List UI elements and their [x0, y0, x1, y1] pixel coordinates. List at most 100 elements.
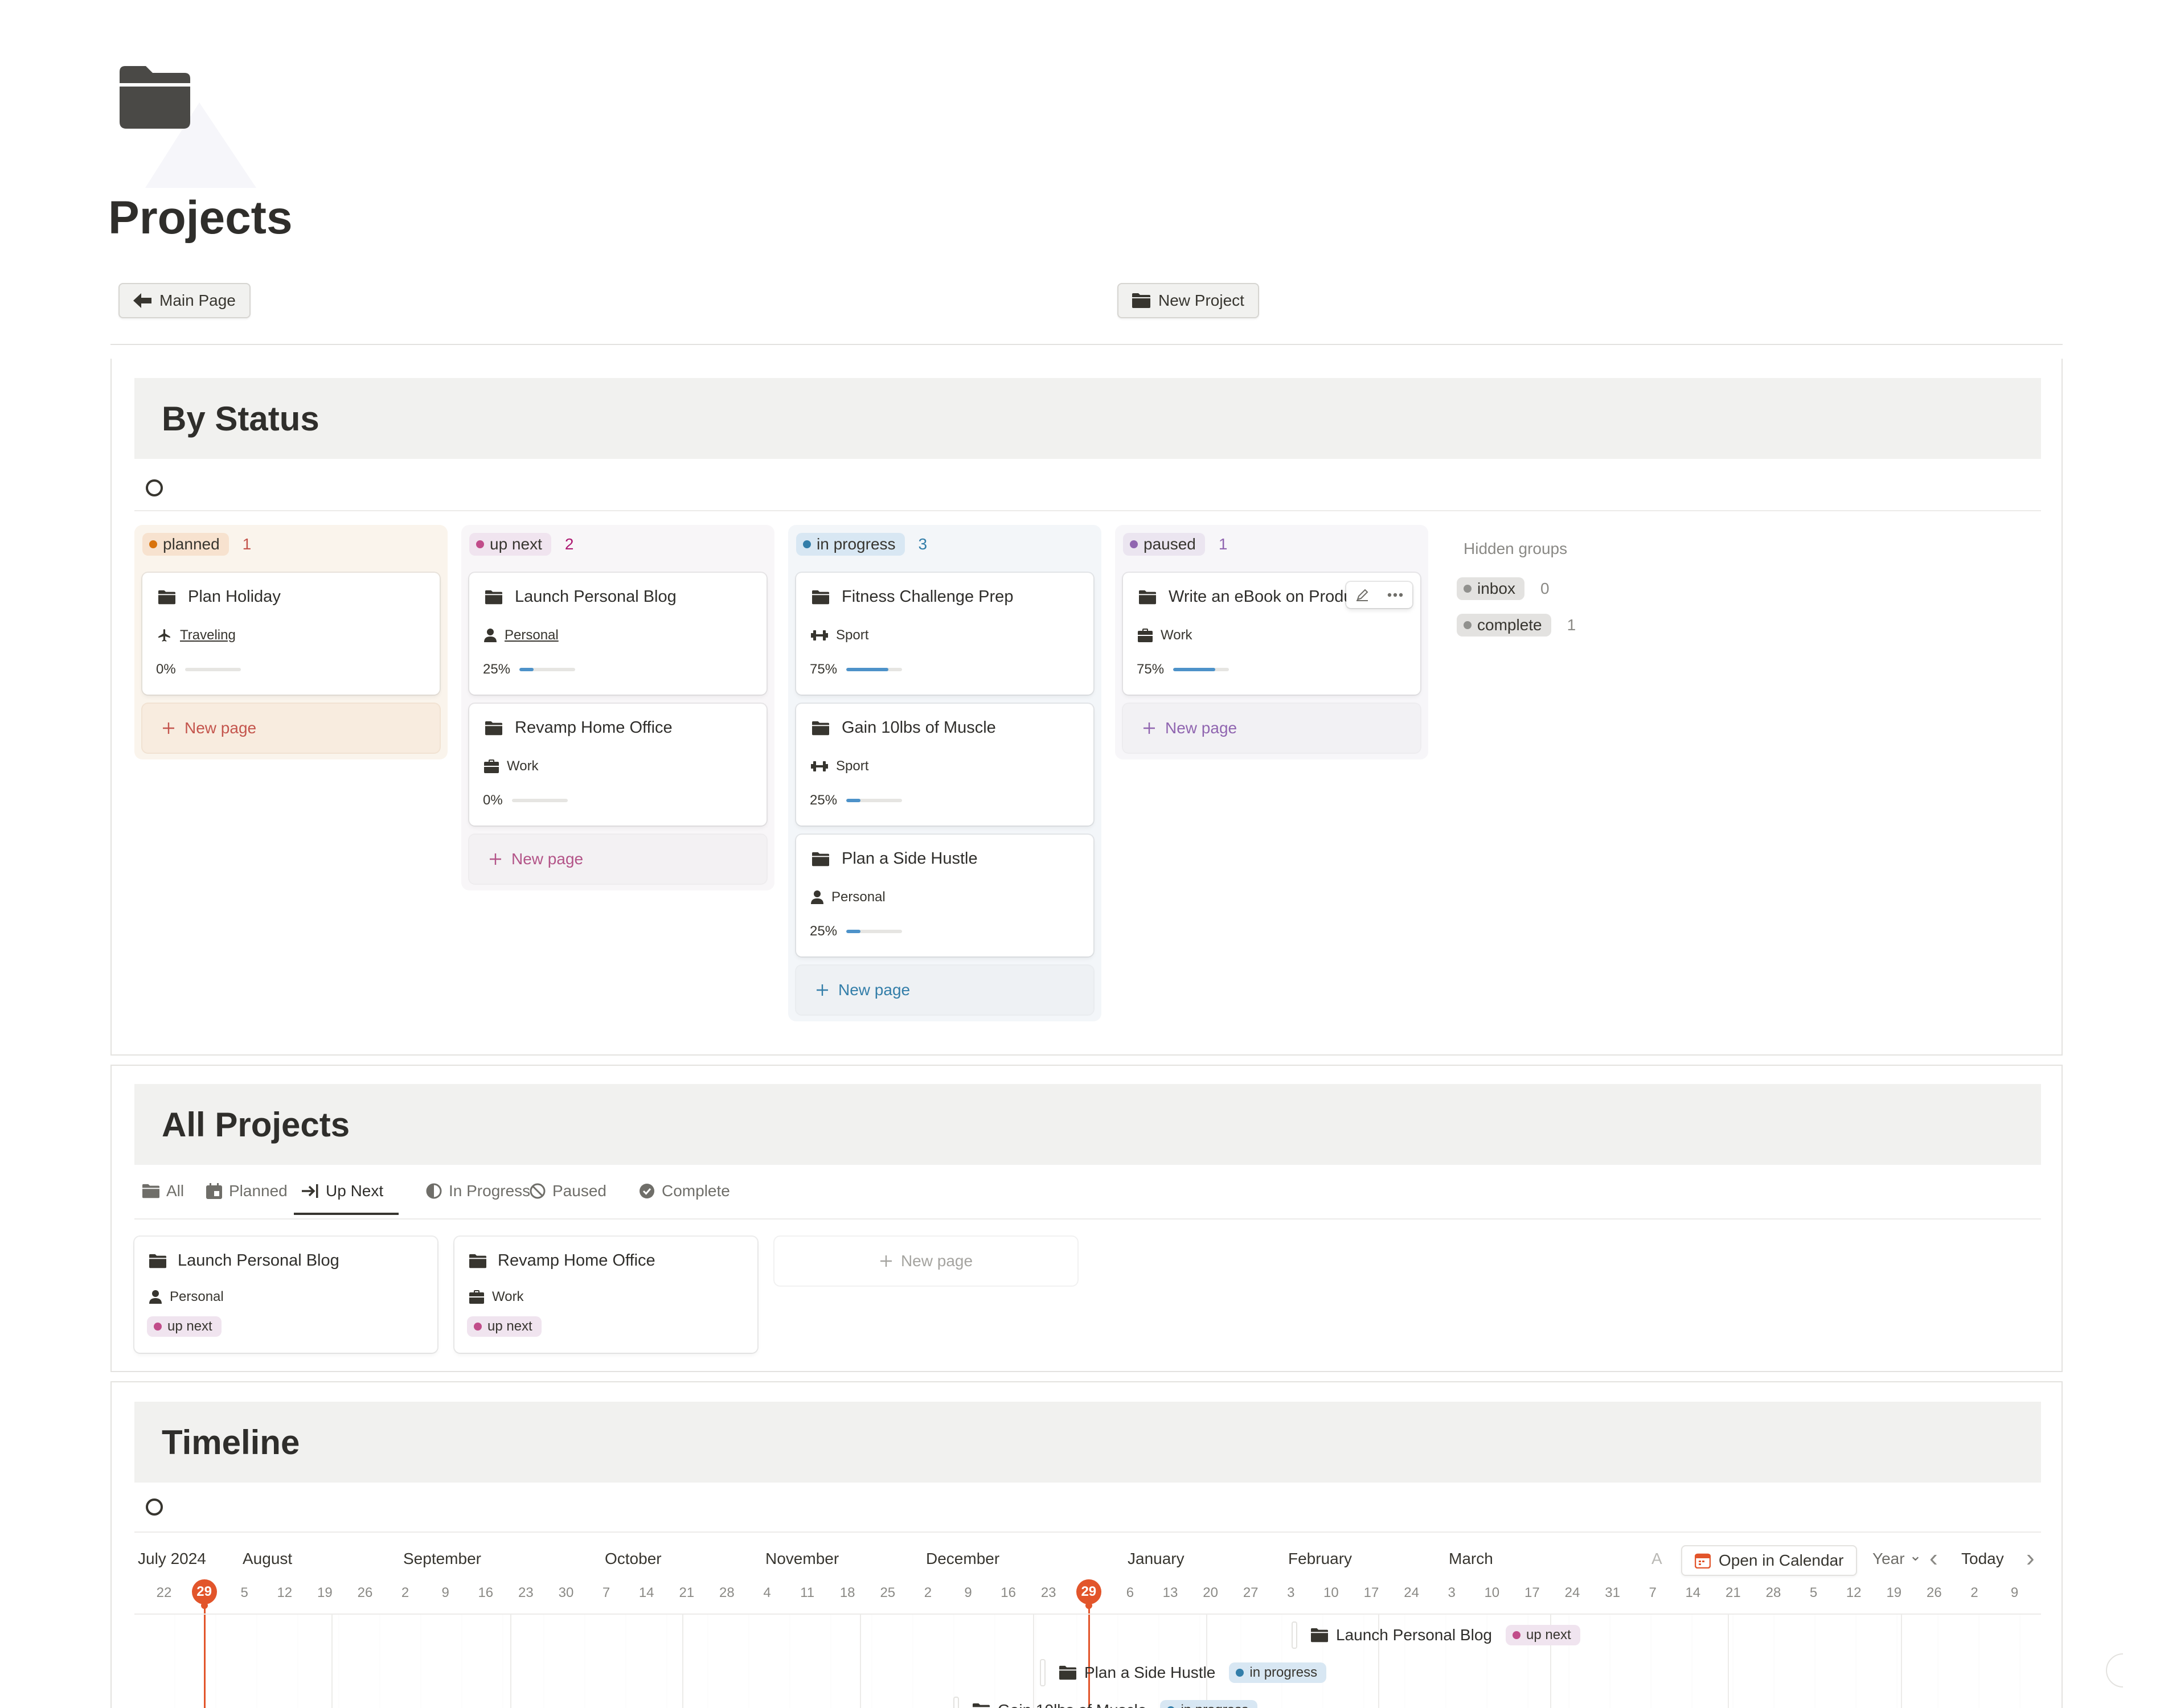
- status-pill: in progress: [1229, 1662, 1327, 1683]
- progress-fill: [1173, 668, 1215, 671]
- hidden-groups-title: Hidden groups: [1464, 540, 1568, 557]
- card-tag-label: Personal: [505, 627, 559, 643]
- briefcase-icon: [1138, 629, 1153, 642]
- tab-in-progress[interactable]: In Progress: [426, 1182, 530, 1200]
- gallery-card[interactable]: Launch Personal Blog Personal up next: [134, 1237, 437, 1353]
- new-page-button[interactable]: New page: [469, 835, 767, 884]
- timeline-item[interactable]: Launch Personal Blog up next: [1292, 1621, 1580, 1649]
- new-page-button[interactable]: New page: [142, 704, 440, 753]
- new-page-button[interactable]: New page: [796, 966, 1093, 1015]
- divider: [134, 510, 2041, 511]
- all-projects-section: All Projects All Planned Up Next In Progres…: [110, 1065, 2063, 1372]
- timeline-day: 5: [1809, 1585, 1818, 1600]
- project-card[interactable]: Fitness Challenge Prep Sport 75%: [796, 573, 1093, 695]
- card-title: Revamp Home Office: [485, 718, 753, 737]
- column-header: planned 1: [142, 533, 251, 556]
- card-title-text: Revamp Home Office: [498, 1251, 655, 1270]
- folder-icon: [1139, 590, 1156, 605]
- progress-fill: [519, 668, 534, 671]
- status-label: up next: [487, 1319, 532, 1334]
- new-page-button[interactable]: New page: [1123, 704, 1420, 753]
- status-pill[interactable]: planned: [142, 533, 229, 556]
- pencil-icon[interactable]: [1355, 588, 1369, 602]
- plus-icon: [489, 852, 502, 866]
- scale-select[interactable]: Year ⌄: [1872, 1547, 1921, 1568]
- status-pill[interactable]: in progress: [796, 533, 905, 556]
- board-column-planned: planned 1 Plan Holiday Traveling 0% New page: [134, 525, 448, 759]
- weekend-shade: [134, 1615, 2041, 1708]
- timeline-item[interactable]: Plan a Side Hustle in progress: [1040, 1659, 1327, 1686]
- progress-label: 75%: [1137, 662, 1165, 677]
- timeline-month: March: [1449, 1550, 1493, 1567]
- progress-fill: [846, 930, 860, 933]
- tab-paused[interactable]: Paused: [530, 1182, 606, 1200]
- timeline-day: 14: [638, 1585, 654, 1600]
- project-card[interactable]: Launch Personal Blog Personal 25%: [469, 573, 767, 695]
- chevron-left-icon[interactable]: ‹: [1929, 1544, 1938, 1572]
- timeline-day: 17: [1524, 1585, 1540, 1600]
- progress-bar: [185, 668, 241, 671]
- new-page-label: New page: [1165, 719, 1237, 737]
- calendar-icon: [206, 1183, 222, 1199]
- card-tag-label: Work: [507, 758, 539, 774]
- view-circle-icon[interactable]: [146, 479, 163, 496]
- status-pill[interactable]: up next: [469, 533, 551, 556]
- timeline-month: September: [403, 1550, 481, 1567]
- status-label: inbox: [1477, 580, 1515, 597]
- card-tag: Sport: [811, 627, 868, 643]
- status-pill[interactable]: paused: [1123, 533, 1205, 556]
- page-icon: [120, 66, 190, 129]
- progress-label: 25%: [810, 923, 838, 939]
- open-in-calendar-button[interactable]: Open in Calendar: [1681, 1545, 1858, 1576]
- today-dot: [200, 1602, 208, 1609]
- project-card[interactable]: Plan a Side Hustle Personal 25%: [796, 835, 1093, 956]
- timeline-gridline: [1550, 1615, 1551, 1708]
- project-card[interactable]: Gain 10lbs of Muscle Sport 25%: [796, 704, 1093, 826]
- main-page-button[interactable]: Main Page: [118, 283, 251, 318]
- project-card[interactable]: Revamp Home Office Work 0%: [469, 704, 767, 826]
- status-pill: up next: [147, 1316, 222, 1337]
- view-tabs: All Planned Up Next In Progress Paused Comple…: [134, 1177, 2041, 1215]
- tab-planned[interactable]: Planned: [206, 1182, 288, 1200]
- new-page-button[interactable]: New page: [774, 1237, 1077, 1286]
- timeline-item[interactable]: Gain 10lbs of Muscle in progress: [953, 1697, 1258, 1708]
- tab-label: All: [166, 1182, 185, 1200]
- view-circle-icon[interactable]: [146, 1498, 163, 1516]
- new-project-button[interactable]: New Project: [1117, 283, 1259, 318]
- timeline-day: 12: [1846, 1585, 1862, 1600]
- hidden-group-complete[interactable]: complete 1: [1457, 614, 1576, 637]
- tab-all[interactable]: All: [142, 1182, 184, 1200]
- help-button[interactable]: [2106, 1653, 2123, 1688]
- timeline-gridline: [1728, 1615, 1729, 1708]
- hidden-group-inbox[interactable]: inbox 0: [1457, 577, 1550, 600]
- chevron-right-icon[interactable]: ›: [2026, 1544, 2035, 1572]
- card-title: Plan Holiday: [158, 588, 426, 606]
- timeline-day: 18: [839, 1585, 855, 1600]
- timeline-gridline: [1033, 1615, 1034, 1708]
- card-tag: Personal: [484, 627, 559, 643]
- main-page-label: Main Page: [159, 291, 236, 309]
- tab-complete[interactable]: Complete: [639, 1182, 730, 1200]
- tab-up-next[interactable]: Up Next: [302, 1182, 383, 1200]
- plus-icon: [162, 721, 175, 735]
- timeline-item-title: Gain 10lbs of Muscle: [998, 1701, 1146, 1708]
- briefcase-icon: [484, 759, 499, 773]
- half-circle-icon: [426, 1183, 442, 1199]
- status-dot: [154, 1323, 162, 1331]
- folder-icon: [973, 1703, 990, 1708]
- progress-bar: [1173, 668, 1229, 671]
- project-card[interactable]: Plan Holiday Traveling 0%: [142, 573, 440, 695]
- more-icon[interactable]: [1387, 593, 1403, 597]
- briefcase-icon: [469, 1290, 484, 1304]
- progress-label: 0%: [156, 662, 176, 677]
- card-title-text: Plan a Side Hustle: [842, 849, 978, 868]
- card-progress: 0%: [483, 793, 568, 808]
- today-button[interactable]: Today: [1961, 1550, 2004, 1567]
- tab-label: In Progress: [449, 1182, 531, 1200]
- timeline-day: 19: [1886, 1585, 1902, 1600]
- divider: [134, 1218, 2041, 1220]
- project-card[interactable]: Write an eBook on Produ Work 75%: [1123, 573, 1420, 695]
- check-circle-icon: [639, 1183, 655, 1199]
- gallery-card[interactable]: Revamp Home Office Work up next: [454, 1237, 757, 1353]
- column-header: paused 1: [1123, 533, 1227, 556]
